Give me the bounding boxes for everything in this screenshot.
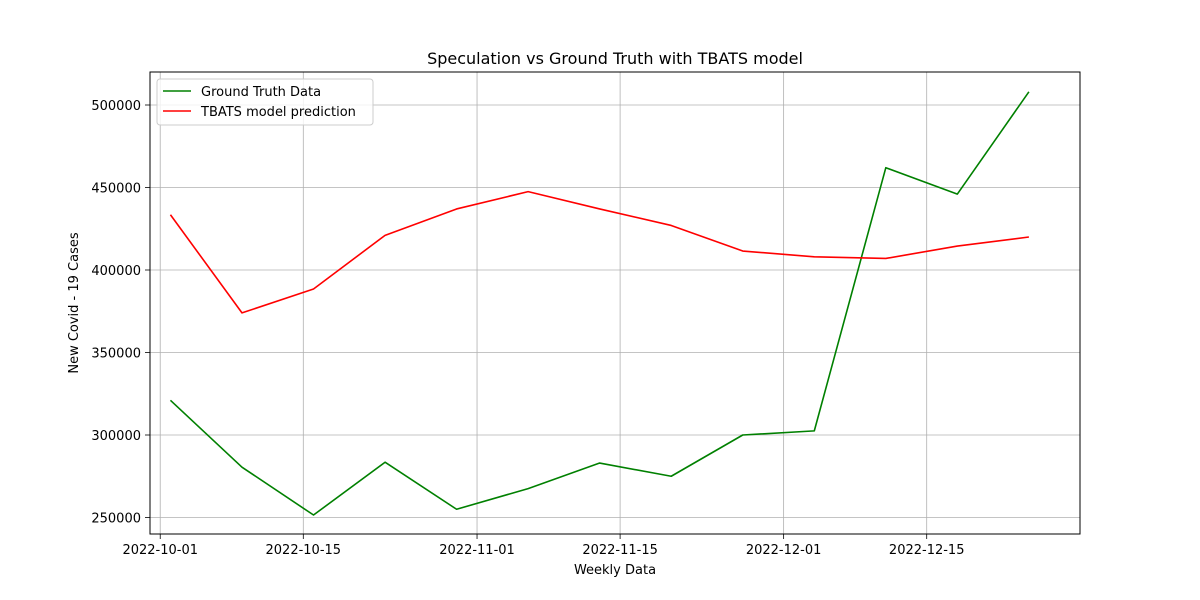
plot-frame [149,71,1081,535]
y-tick-label: 500000 [91,99,141,114]
x-tick-label: 2022-11-01 [439,543,515,558]
x-tick-label: 2022-10-01 [122,543,198,558]
y-tick-label: 450000 [91,182,141,197]
x-tick-label: 2022-11-15 [582,543,658,558]
y-tick-label: 350000 [91,347,141,362]
grid [150,72,1080,534]
series-line-tbats-model-prediction [169,190,1030,314]
y-tick-label: 400000 [91,264,141,279]
x-tick-label: 2022-12-01 [746,543,822,558]
legend-label-tbats: TBATS model prediction [200,105,356,120]
chart-title: Speculation vs Ground Truth with TBATS m… [427,49,803,68]
y-tick-label: 250000 [91,512,141,527]
x-tick-label: 2022-12-15 [889,543,965,558]
y-tick-label: 300000 [91,429,141,444]
axis-ticks: 2022-10-01 2022-10-15 2022-11-01 2022-11-15… [91,99,964,558]
legend: Ground Truth Data TBATS model prediction [156,78,374,126]
legend-box [156,78,374,126]
series-lines [169,91,1030,516]
y-axis-label: New Covid - 19 Cases [67,232,82,374]
x-axis-label: Weekly Data [574,563,656,578]
legend-label-ground-truth: Ground Truth Data [201,85,321,100]
x-tick-label: 2022-10-15 [266,543,342,558]
series-line-ground-truth-data [169,91,1030,516]
